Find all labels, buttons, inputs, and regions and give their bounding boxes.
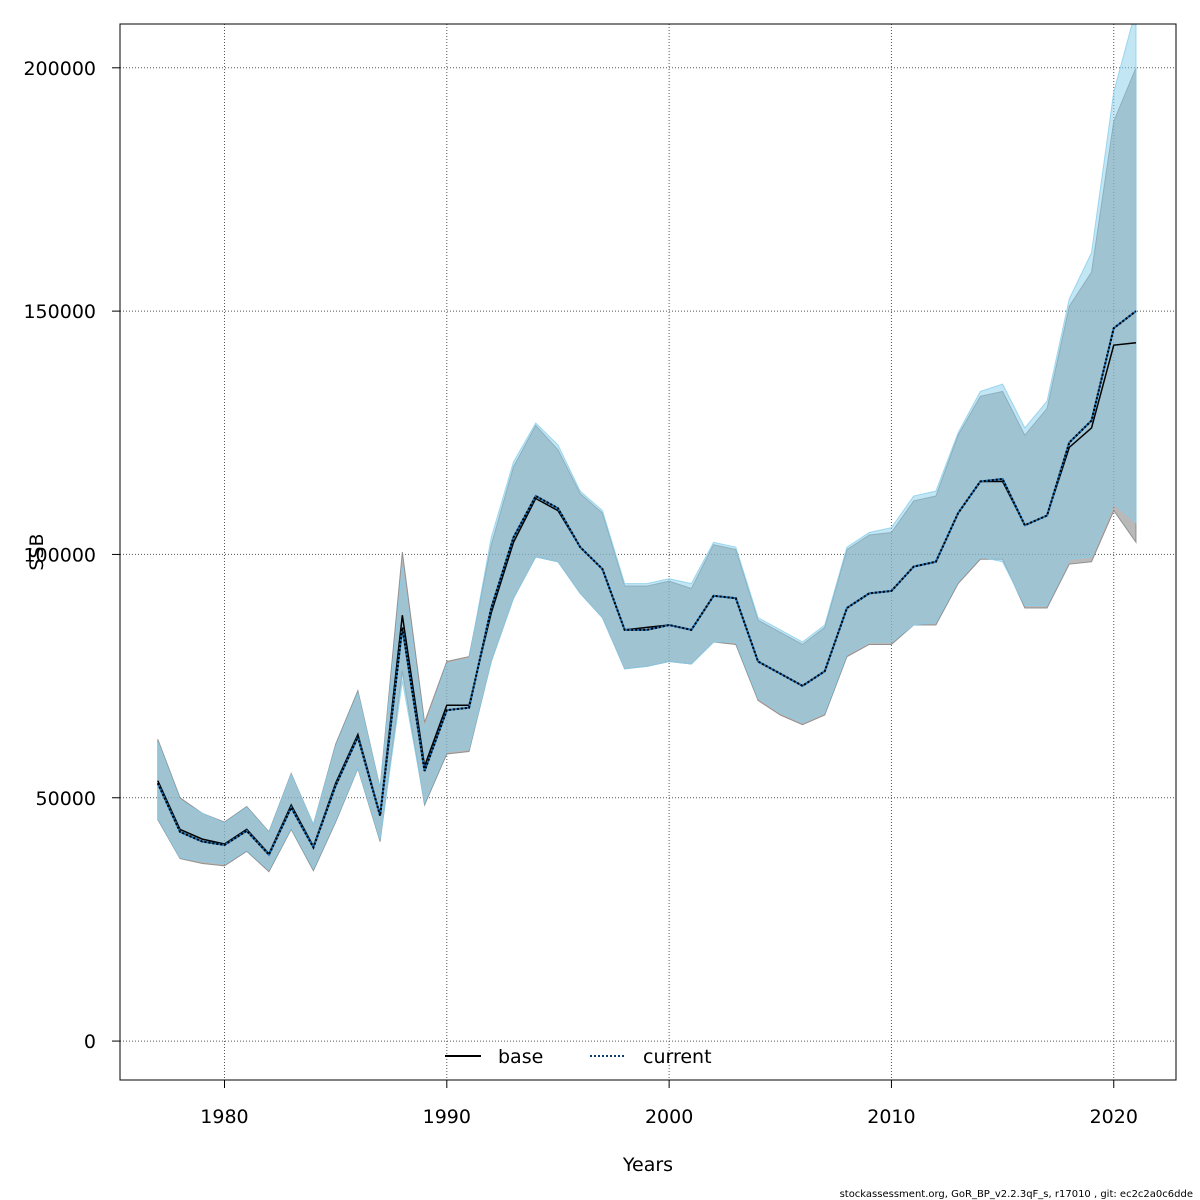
plot-frame — [119, 23, 1177, 1081]
footer-credit: stockassessment.org, GoR_BP_v2.2.3qF_s, … — [840, 1189, 1193, 1200]
x-tick-label: 1990 — [423, 1106, 471, 1128]
y-tick-label: 150000 — [23, 301, 96, 323]
x-axis-title: Years — [622, 1154, 673, 1176]
legend-current-label: current — [643, 1046, 712, 1068]
y-axis-ticks: 0 50000 100000 150000 200000 — [23, 58, 120, 1053]
y-tick-label: 50000 — [36, 788, 96, 810]
x-tick-label: 2010 — [867, 1106, 915, 1128]
legend: base current — [445, 1046, 712, 1068]
legend-base-label: base — [498, 1046, 543, 1068]
y-tick-label: 0 — [84, 1031, 96, 1053]
x-tick-label: 2000 — [645, 1106, 693, 1128]
y-axis-title: SSB — [26, 533, 48, 570]
x-axis-ticks: 1980 1990 2000 2010 2020 — [200, 1080, 1138, 1128]
x-tick-label: 1980 — [200, 1106, 248, 1128]
line-current-underlay — [156, 310, 1137, 857]
y-tick-label: 200000 — [23, 58, 96, 80]
confidence-bands — [157, 24, 1137, 873]
series-lines — [156, 310, 1137, 857]
band-current — [157, 24, 1137, 871]
x-tick-label: 2020 — [1090, 1106, 1138, 1128]
y-tick-label: 100000 — [23, 544, 96, 566]
